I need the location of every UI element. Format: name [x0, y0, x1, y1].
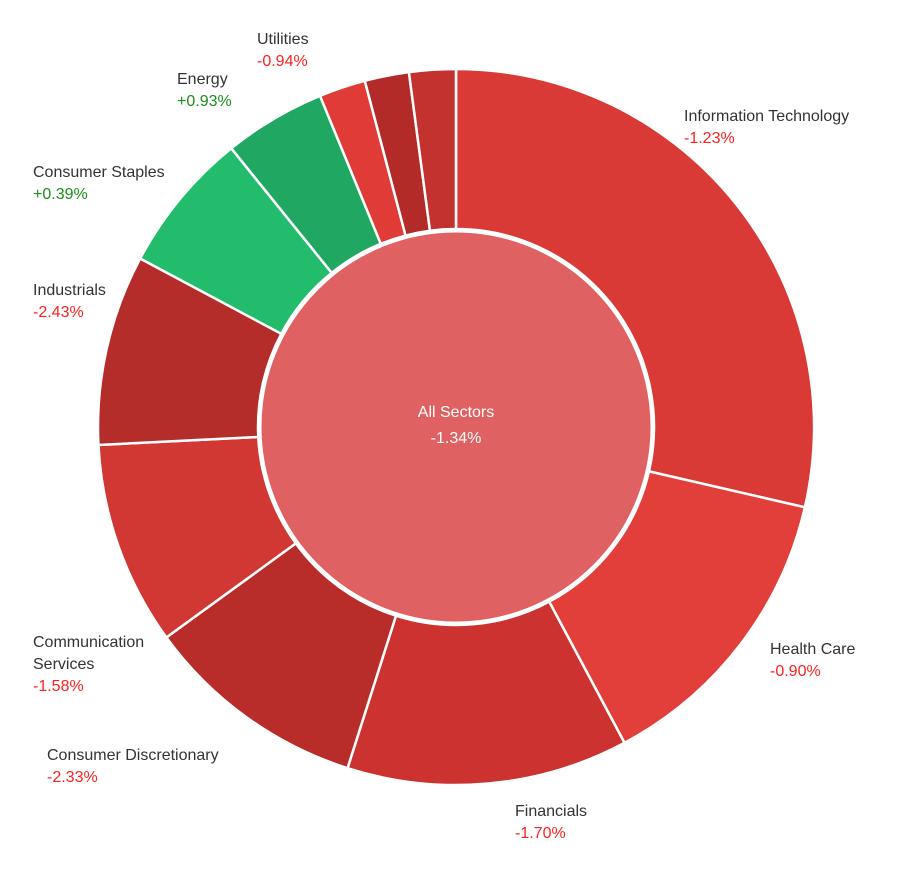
center-change: -1.34% — [431, 430, 482, 447]
slice-health-care[interactable] — [547, 469, 807, 745]
center-label: All Sectors — [418, 404, 494, 421]
label-energy: Energy +0.93% — [177, 71, 232, 110]
slice-financials[interactable] — [345, 600, 627, 787]
label-consumer-discretionary: Consumer Discretionary -2.33% — [47, 747, 219, 786]
slice-name: Consumer Discretionary — [47, 747, 219, 764]
slice-change: -2.43% — [33, 304, 84, 321]
slice-change: -0.90% — [770, 663, 821, 680]
slice-change: -1.23% — [684, 130, 735, 147]
slice-unlabeled-10[interactable] — [407, 67, 458, 233]
slice-name: Energy — [177, 71, 228, 88]
slice-name: Communication — [33, 634, 144, 651]
label-utilities: Utilities -0.94% — [257, 31, 309, 70]
slice-change: -1.70% — [515, 825, 566, 842]
slice-name: Industrials — [33, 282, 106, 299]
slice-change: +0.39% — [33, 186, 88, 203]
center-disc[interactable] — [258, 229, 654, 625]
chart-slices — [96, 67, 816, 787]
slice-change: -0.94% — [257, 53, 308, 70]
chart-center: All Sectors -1.34% — [258, 229, 654, 625]
slice-labels: Information Technology -1.23% Health Care -… — [33, 31, 855, 842]
slice-name: Consumer Staples — [33, 164, 165, 181]
label-financials: Financials -1.70% — [515, 803, 587, 842]
slice-name: Utilities — [257, 31, 309, 48]
label-health-care: Health Care -0.90% — [770, 641, 855, 680]
slice-name: Health Care — [770, 641, 855, 658]
label-communication-services: Communication Services -1.58% — [33, 634, 144, 695]
slice-name: Services — [33, 656, 94, 673]
slice-change: +0.93% — [177, 93, 232, 110]
slice-name: Financials — [515, 803, 587, 820]
slice-information-technology[interactable] — [454, 67, 816, 509]
label-information-technology: Information Technology -1.23% — [684, 108, 849, 147]
label-consumer-staples: Consumer Staples +0.39% — [33, 164, 165, 203]
slice-change: -2.33% — [47, 769, 98, 786]
slice-change: -1.58% — [33, 678, 84, 695]
label-industrials: Industrials -2.43% — [33, 282, 106, 321]
slice-name: Information Technology — [684, 108, 849, 125]
